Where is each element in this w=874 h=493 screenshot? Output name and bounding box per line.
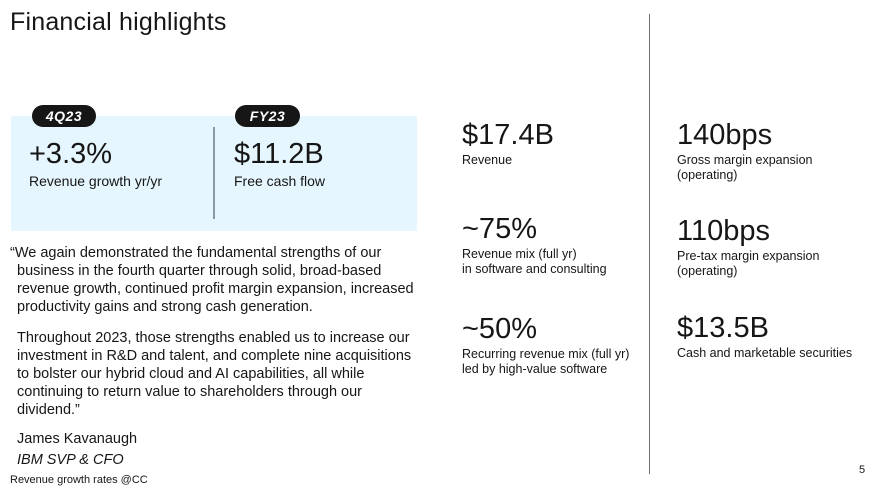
vertical-divider [649, 14, 650, 474]
metric-value: ~50% [462, 313, 537, 345]
metric-label-line: Pre-tax margin expansion [677, 249, 820, 263]
page-number: 5 [859, 464, 866, 476]
kpi-free-cash-flow-label: Free cash flow [234, 173, 326, 189]
metric-label-line: Gross margin expansion [677, 153, 813, 167]
kpi-free-cash-flow-value: $11.2B [234, 138, 324, 170]
metric-label-line: Revenue mix (full yr) [462, 247, 577, 261]
metric-value: $17.4B [462, 119, 554, 151]
quote-author-title: IBM SVP & CFO [17, 452, 124, 468]
footnote: Revenue growth rates @CC [10, 474, 148, 486]
metric-label: Revenue mix (full yr) in software and co… [462, 247, 607, 277]
tag-fy23: FY23 [235, 105, 300, 127]
metric-gross-margin-expansion: 140bps Gross margin expansion (operating… [677, 119, 812, 183]
metric-value: 110bps [677, 215, 770, 247]
metric-label-line: (operating) [677, 168, 738, 182]
metric-recurring-revenue-mix: ~50% Recurring revenue mix (full yr) led… [462, 313, 629, 377]
quote-paragraph-1: “We again demonstrated the fundamental s… [10, 245, 414, 315]
metric-value: $13.5B [677, 312, 769, 344]
metric-software-consulting-mix: ~75% Revenue mix (full yr) in software a… [462, 213, 607, 277]
metric-label: Revenue [462, 153, 513, 167]
page-title: Financial highlights [10, 8, 227, 36]
metric-label-line: led by high-value software [462, 362, 608, 376]
kpi-revenue-growth-label: Revenue growth yr/yr [29, 173, 163, 189]
metric-label: Cash and marketable securities [677, 346, 853, 360]
metric-cash-securities: $13.5B Cash and marketable securities [677, 312, 852, 361]
quote-paragraph-2: Throughout 2023, those strengths enabled… [17, 330, 412, 418]
metric-label-line: (operating) [677, 264, 738, 278]
kpi-divider [213, 127, 215, 219]
metric-revenue: $17.4B Revenue [462, 119, 554, 168]
metric-label: Recurring revenue mix (full yr) led by h… [462, 347, 629, 377]
cfo-quote: “We again demonstrated the fundamental s… [10, 244, 420, 432]
metric-label-line: Recurring revenue mix (full yr) [462, 347, 630, 361]
metric-value: ~75% [462, 213, 537, 245]
metric-label: Gross margin expansion (operating) [677, 153, 812, 183]
kpi-revenue-growth-value: +3.3% [29, 138, 113, 170]
metric-pretax-margin-expansion: 110bps Pre-tax margin expansion (operati… [677, 215, 819, 279]
metric-value: 140bps [677, 119, 773, 151]
metric-label-line: in software and consulting [462, 262, 607, 276]
tag-4q23: 4Q23 [32, 105, 96, 127]
quote-author-name: James Kavanaugh [17, 431, 138, 447]
metric-label: Pre-tax margin expansion (operating) [677, 249, 819, 279]
